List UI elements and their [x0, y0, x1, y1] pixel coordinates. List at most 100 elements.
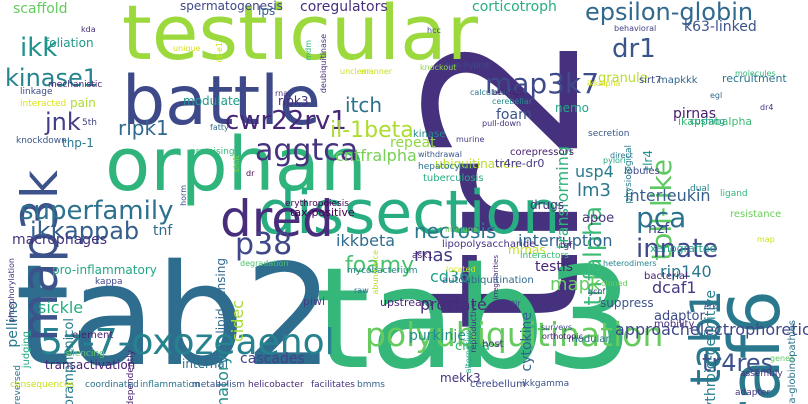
word-145: promising: [190, 147, 235, 157]
word-142: mechanistic: [48, 80, 103, 90]
word-151: unique: [173, 44, 201, 53]
word-78: cytokine: [519, 312, 535, 372]
word-112: tuberculosis: [423, 173, 484, 184]
word-113: tgf: [560, 241, 573, 251]
word-180: degradation: [240, 259, 289, 268]
word-186: rnai: [275, 89, 291, 98]
word-59: k63-linked: [684, 19, 757, 35]
word-184: horm: [179, 185, 188, 206]
word-32: ikk: [20, 33, 58, 63]
word-43: ikkbeta: [336, 231, 396, 250]
word-101: erythropoiesis: [285, 199, 349, 209]
word-181: abundance: [371, 250, 380, 295]
word-155: manner: [361, 67, 393, 76]
word-116: resistance: [730, 209, 782, 220]
word-188: ct-e1: [215, 42, 224, 63]
word-63: nemo: [555, 101, 590, 115]
word-60: foliation: [45, 36, 94, 50]
word-39: foamy: [345, 253, 415, 278]
word-99: mrnas: [508, 243, 546, 257]
word-48: dcaf1: [652, 278, 697, 297]
word-95: mapkkk: [658, 75, 698, 86]
word-118: dual: [690, 184, 710, 194]
word-65: foam: [496, 107, 532, 123]
word-86: transactivation: [45, 358, 136, 372]
word-9: polyubiquitination: [365, 315, 664, 354]
word-74: nzf: [648, 221, 670, 237]
word-53: spermatogenesis: [180, 0, 283, 13]
word-159: molecules: [735, 69, 776, 78]
word-141: phosphorylation: [7, 258, 16, 323]
word-22: il-1beta: [330, 118, 414, 143]
word-109: autoubiquitination: [442, 275, 534, 286]
word-94: sirt7: [639, 75, 662, 86]
word-73: testis: [535, 259, 574, 275]
word-82: tr4re-dr0: [495, 157, 545, 170]
word-173: gcnf: [588, 287, 606, 296]
word-140: consequences: [10, 380, 75, 390]
word-123: secretion: [588, 129, 630, 139]
word-27: pca: [636, 201, 687, 234]
word-117: ligand: [720, 189, 748, 199]
word-120: mobility: [654, 319, 695, 330]
word-143: interacted: [20, 99, 67, 109]
word-26: innate: [636, 234, 719, 264]
word-147: 5th: [82, 118, 97, 128]
word-62: repeat: [390, 135, 436, 151]
word-103: xenografted: [650, 242, 717, 255]
word-15: aggtca: [255, 133, 359, 168]
word-68: tnf: [153, 223, 173, 239]
word-92: mekk3: [440, 371, 481, 385]
word-106: corepressors: [510, 147, 574, 158]
word-97: knockdown: [16, 136, 67, 146]
word-10: dred: [220, 190, 334, 248]
word-136: bmms: [357, 380, 385, 390]
word-3: testicular: [122, 0, 478, 77]
word-164: cerebellar: [492, 97, 532, 106]
word-137: ikkgamma: [522, 379, 570, 389]
word-7: traf6: [714, 290, 796, 404]
word-96: recruitment: [722, 72, 787, 85]
word-52: approachelectrophoretic: [615, 320, 808, 339]
word-183: reproductive: [469, 302, 478, 353]
word-104: kappa: [95, 277, 123, 287]
word-36: necrosis: [414, 219, 497, 243]
word-175: raw: [354, 286, 369, 295]
word-160: egl: [710, 91, 723, 100]
word-69: lipid-sensing: [214, 258, 228, 334]
word-47: rip140: [660, 262, 712, 281]
word-46: mapk: [550, 274, 601, 295]
word-131: coordinated: [85, 380, 139, 390]
word-133: metabolism: [192, 380, 246, 390]
word-191: map: [757, 235, 775, 244]
word-163: belongs: [492, 88, 524, 97]
word-134: helicobacter: [248, 380, 304, 390]
word-4: orphan: [105, 122, 367, 208]
word-56: scaffold: [13, 1, 68, 17]
word-122: bacterial: [644, 271, 688, 282]
word-70: macrophages: [12, 232, 108, 248]
word-187: immune: [445, 225, 478, 234]
word-119: modular: [568, 334, 610, 345]
word-189: mdm: [304, 40, 313, 61]
word-100: piwi: [303, 295, 326, 308]
word-13: epsilon-globin: [585, 0, 754, 26]
word-91: cidea: [455, 339, 490, 354]
word-76: suppress: [600, 296, 654, 310]
word-174: located: [446, 265, 476, 274]
word-176: tir: [512, 299, 521, 308]
word-139: assembly: [740, 369, 783, 379]
word-149: shift: [232, 155, 241, 173]
word-128: silencing: [65, 349, 105, 359]
word-17: superfamily: [20, 196, 174, 226]
word-21: dr1: [612, 34, 656, 64]
word-89: modulate: [183, 94, 241, 108]
word-177: surveys: [541, 323, 573, 332]
word-14: map3k7: [485, 67, 600, 100]
word-192: knockout: [420, 63, 457, 72]
word-170: dr: [246, 169, 255, 178]
word-6: dissection: [258, 178, 561, 248]
word-1: tab3: [315, 238, 634, 401]
word-111: interactors: [520, 251, 569, 261]
word-168: pylori: [603, 156, 626, 165]
